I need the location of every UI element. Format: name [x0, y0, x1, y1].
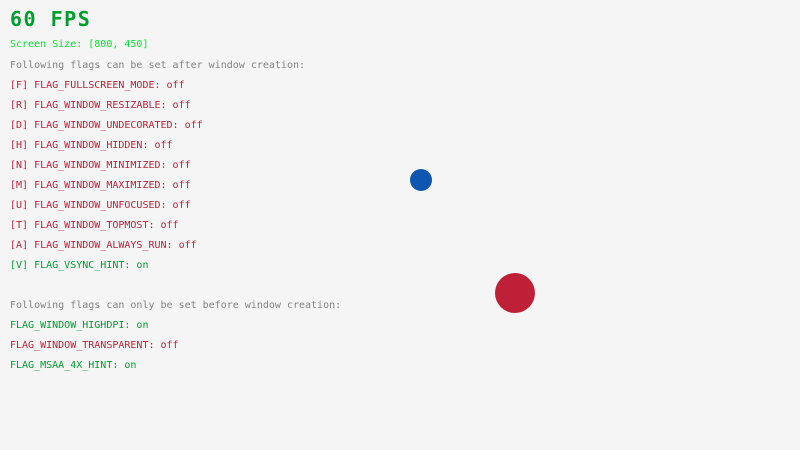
flag-vsync-hint: [V] FLAG_VSYNC_HINT: on: [10, 260, 149, 271]
flag-window-resizable: [R] FLAG_WINDOW_RESIZABLE: off: [10, 100, 191, 111]
flag-window-transparent: FLAG_WINDOW_TRANSPARENT: off: [10, 340, 179, 351]
flag-msaa-4x-hint: FLAG_MSAA_4X_HINT: on: [10, 360, 137, 371]
flag-window-hidden: [H] FLAG_WINDOW_HIDDEN: off: [10, 140, 173, 151]
flag-fullscreen-mode: [F] FLAG_FULLSCREEN_MODE: off: [10, 80, 185, 91]
flag-window-topmost: [T] FLAG_WINDOW_TOPMOST: off: [10, 220, 179, 231]
flag-window-highdpi: FLAG_WINDOW_HIGHDPI: on: [10, 320, 149, 331]
fps-counter: 60 FPS: [10, 7, 92, 31]
section-spacer: [10, 280, 341, 300]
flag-window-unfocused: [U] FLAG_WINDOW_UNFOCUSED: off: [10, 200, 191, 211]
before-creation-section-header: Following flags can only be set before w…: [10, 300, 342, 311]
screen-size-label: Screen Size: [800, 450]: [10, 39, 149, 50]
after-creation-section-header: Following flags can be set after window …: [10, 60, 306, 71]
red-ball: [495, 273, 535, 313]
flag-window-maximized: [M] FLAG_WINDOW_MAXIMIZED: off: [10, 180, 191, 191]
flag-window-undecorated: [D] FLAG_WINDOW_UNDECORATED: off: [10, 120, 203, 131]
flag-window-minimized: [N] FLAG_WINDOW_MINIMIZED: off: [10, 160, 191, 171]
flag-window-always-run: [A] FLAG_WINDOW_ALWAYS_RUN: off: [10, 240, 197, 251]
flags-panel: Following flags can be set after window …: [10, 60, 341, 380]
blue-ball: [410, 169, 432, 191]
